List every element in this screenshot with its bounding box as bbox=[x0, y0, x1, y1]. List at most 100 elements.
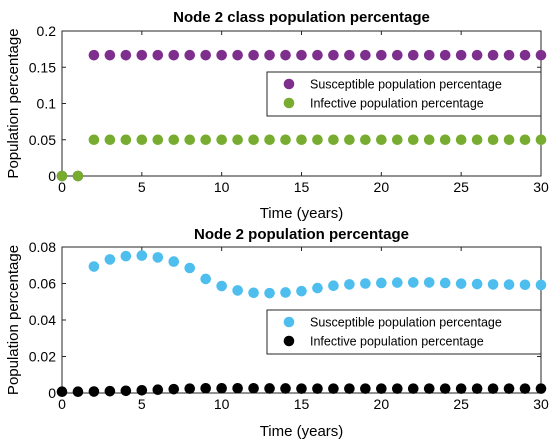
data-point bbox=[104, 385, 116, 397]
data-point bbox=[264, 134, 275, 146]
y-tick-label: 0.02 bbox=[29, 349, 56, 365]
data-point bbox=[88, 386, 100, 397]
x-tick-label: 5 bbox=[138, 179, 146, 195]
data-point bbox=[376, 49, 387, 61]
data-point bbox=[328, 280, 339, 291]
data-point bbox=[503, 49, 515, 61]
x-tick-label: 25 bbox=[453, 179, 469, 195]
x-tick-label: 15 bbox=[294, 396, 310, 412]
data-point bbox=[264, 383, 275, 394]
legend-label: Susceptible population percentage bbox=[310, 316, 502, 330]
data-point bbox=[56, 386, 68, 398]
data-point bbox=[168, 134, 180, 146]
data-point bbox=[487, 279, 499, 290]
data-point bbox=[72, 170, 84, 182]
data-point bbox=[88, 261, 100, 272]
series-2 bbox=[56, 134, 547, 182]
data-point bbox=[232, 49, 243, 61]
data-point bbox=[344, 134, 355, 146]
data-point bbox=[104, 134, 116, 146]
data-point bbox=[487, 383, 499, 394]
data-point bbox=[471, 383, 483, 394]
data-point bbox=[471, 134, 483, 146]
data-point bbox=[152, 252, 164, 263]
data-point bbox=[168, 49, 180, 61]
y-tick-label: 0.05 bbox=[29, 132, 56, 148]
data-point bbox=[88, 49, 100, 61]
data-point bbox=[503, 134, 515, 146]
legend-label: Infective population percentage bbox=[310, 97, 484, 111]
series-1 bbox=[88, 250, 547, 299]
data-point bbox=[519, 279, 531, 291]
data-point bbox=[200, 382, 211, 394]
data-point bbox=[344, 49, 355, 61]
data-point bbox=[519, 383, 531, 394]
y-tick-label: 0.1 bbox=[37, 96, 57, 112]
data-point bbox=[120, 49, 132, 61]
y-tick-label: 0.06 bbox=[29, 276, 56, 292]
data-point bbox=[519, 134, 531, 146]
data-point bbox=[184, 49, 196, 61]
data-point bbox=[88, 134, 100, 146]
x-tick-label: 5 bbox=[138, 396, 146, 412]
data-point bbox=[296, 134, 307, 146]
data-point bbox=[376, 383, 387, 394]
legend-marker bbox=[283, 97, 295, 109]
legend: Susceptible population percentage Infecti… bbox=[266, 309, 542, 355]
data-point bbox=[248, 134, 259, 146]
data-point bbox=[152, 49, 164, 61]
x-axis-label: Time (years) bbox=[260, 205, 344, 222]
y-tick-label: 0.04 bbox=[29, 312, 56, 328]
data-point bbox=[503, 383, 515, 394]
data-point bbox=[296, 285, 307, 297]
data-point bbox=[392, 383, 403, 394]
data-point bbox=[200, 273, 211, 285]
data-point bbox=[423, 49, 435, 61]
data-point bbox=[439, 49, 451, 61]
data-point bbox=[407, 134, 419, 146]
data-point bbox=[136, 250, 148, 261]
data-point bbox=[216, 280, 227, 292]
data-point bbox=[392, 277, 403, 288]
chart-1: 0 5 10 15 20 25 30 0 0.05 0.1 0.15 0.2 Node 2 class … bbox=[5, 9, 549, 222]
data-point bbox=[136, 134, 148, 146]
data-point bbox=[168, 256, 180, 267]
data-point bbox=[519, 49, 531, 61]
data-point bbox=[232, 285, 243, 296]
y-tick-label: 0.15 bbox=[29, 59, 56, 75]
data-point bbox=[280, 287, 291, 298]
data-point bbox=[439, 277, 451, 289]
data-point bbox=[248, 382, 259, 394]
data-point bbox=[200, 49, 211, 61]
legend: Susceptible population percentage Infecti… bbox=[266, 71, 542, 117]
data-point bbox=[407, 383, 419, 394]
series-2 bbox=[56, 382, 547, 398]
data-point bbox=[535, 279, 547, 291]
data-point bbox=[360, 383, 371, 394]
data-point bbox=[376, 134, 387, 146]
legend-marker bbox=[283, 78, 295, 90]
data-point bbox=[200, 134, 211, 146]
data-point bbox=[360, 278, 371, 289]
x-tick-label: 25 bbox=[453, 396, 469, 412]
chart-title: Node 2 class population percentage bbox=[173, 9, 430, 26]
x-tick-label: 20 bbox=[374, 179, 390, 195]
data-point bbox=[168, 383, 180, 395]
data-point bbox=[328, 134, 339, 146]
data-point bbox=[344, 279, 355, 290]
data-point bbox=[439, 383, 451, 394]
data-point bbox=[360, 134, 371, 146]
data-point bbox=[503, 279, 515, 290]
data-point bbox=[312, 134, 323, 146]
data-point bbox=[104, 254, 116, 265]
x-tick-label: 30 bbox=[533, 179, 549, 195]
data-point bbox=[487, 49, 499, 61]
y-tick-label: 0.2 bbox=[37, 23, 57, 39]
data-point bbox=[328, 49, 339, 61]
data-point bbox=[360, 49, 371, 61]
y-axis-label: Population percentage bbox=[5, 245, 22, 395]
data-point bbox=[184, 134, 196, 146]
data-point bbox=[232, 134, 243, 146]
legend-marker bbox=[283, 316, 295, 328]
